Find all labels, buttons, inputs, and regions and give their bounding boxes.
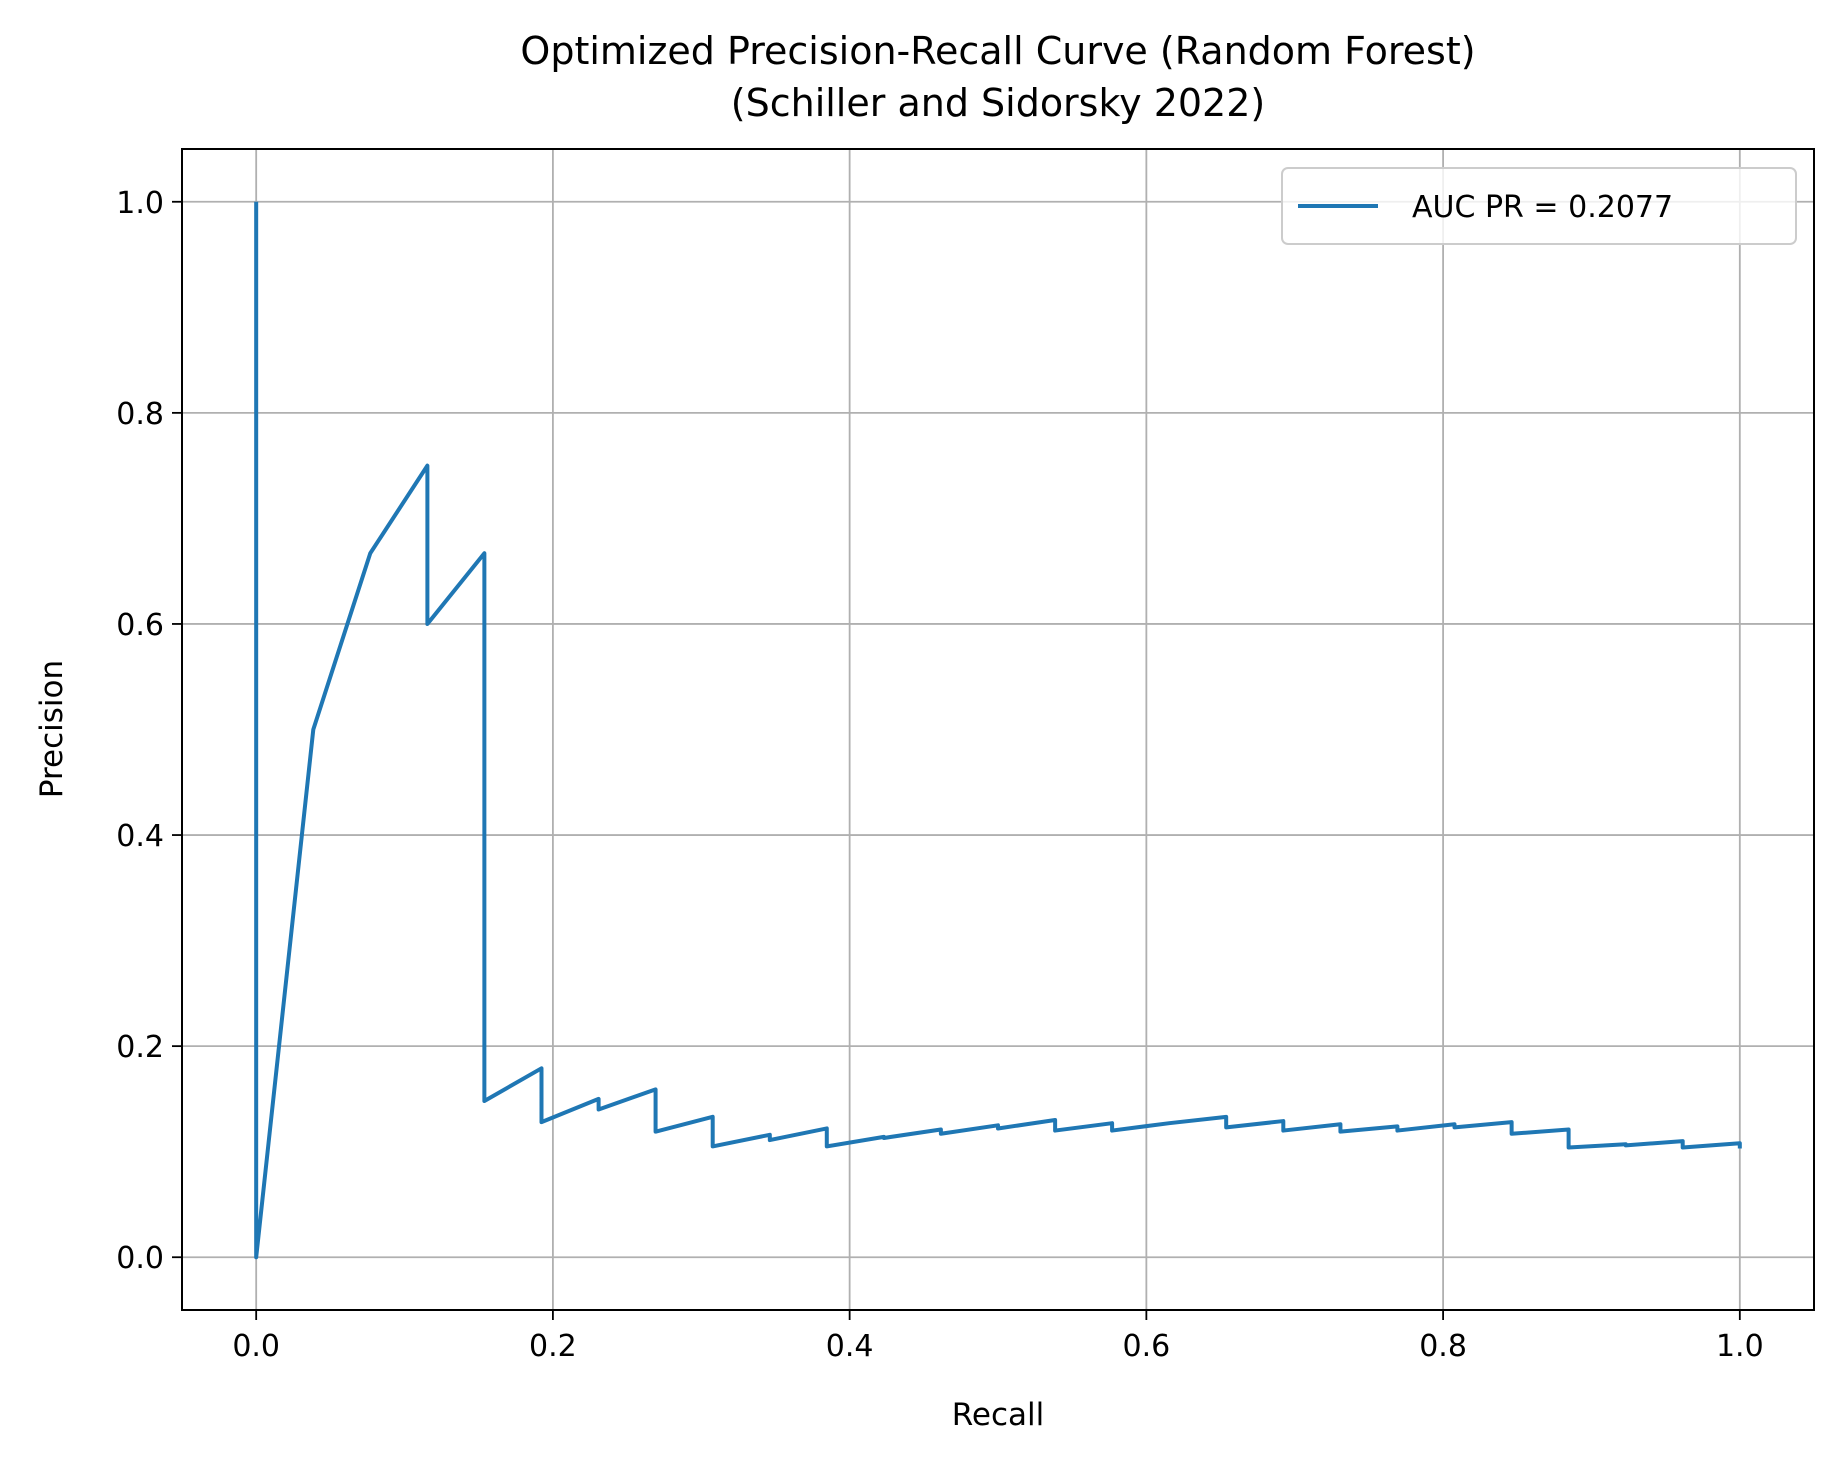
x-axis-label: Recall: [952, 1397, 1045, 1433]
legend-entry-label: AUC PR = 0.2077: [1412, 190, 1673, 225]
legend-box: [1281, 167, 1797, 245]
x-axis-ticks: 0.0 0.2 0.4 0.6 0.8 1.0: [232, 1310, 1764, 1364]
y-tick-label: 0.0: [116, 1241, 164, 1276]
x-tick-label: 0.8: [1419, 1329, 1467, 1364]
y-tick-label: 0.4: [116, 819, 164, 854]
series-line-0: [254, 201, 1742, 1260]
chart-subtitle: (Schiller and Sidorsky 2022): [731, 81, 1265, 125]
y-axis-label: Precision: [34, 660, 70, 798]
grid: [182, 149, 1814, 1310]
y-axis-ticks: 0.0 0.2 0.4 0.6 0.8 1.0: [116, 186, 182, 1276]
y-tick-label: 1.0: [116, 186, 164, 221]
legend: AUC PR = 0.2077: [1281, 167, 1797, 245]
chart-title: Optimized Precision-Recall Curve (Random…: [520, 29, 1475, 73]
y-tick-label: 0.8: [116, 397, 164, 432]
axes-frame: [181, 148, 1815, 1311]
x-tick-label: 0.4: [826, 1329, 874, 1364]
x-tick-label: 0.6: [1123, 1329, 1171, 1364]
y-tick-label: 0.2: [116, 1030, 164, 1065]
x-tick-label: 0.2: [529, 1329, 577, 1364]
plot-area: [254, 201, 1742, 1260]
y-tick-label: 0.6: [116, 608, 164, 643]
x-tick-label: 0.0: [232, 1329, 280, 1364]
x-tick-label: 1.0: [1716, 1329, 1764, 1364]
